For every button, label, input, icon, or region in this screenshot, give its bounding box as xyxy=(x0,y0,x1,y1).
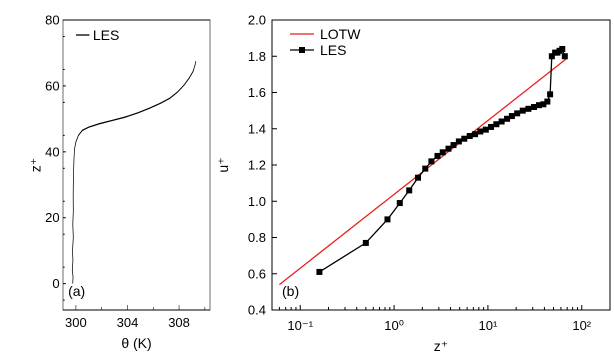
data-point xyxy=(428,158,435,165)
panel-label: (b) xyxy=(282,283,299,299)
data-point xyxy=(362,239,369,246)
y-tick-label: 0.6 xyxy=(248,266,266,281)
y-axis-label: z⁺ xyxy=(27,158,43,172)
x-tick-label: 300 xyxy=(65,315,87,330)
y-tick-label: 0 xyxy=(52,276,59,291)
data-point xyxy=(422,165,429,172)
y-tick-label: 80 xyxy=(45,13,59,28)
x-axis-label: θ (K) xyxy=(121,335,151,351)
data-point xyxy=(548,53,555,60)
data-point xyxy=(472,131,479,138)
y-tick-label: 20 xyxy=(45,210,59,225)
data-point xyxy=(519,107,526,114)
data-point xyxy=(316,268,323,275)
data-point xyxy=(547,91,554,98)
chart-panel-a: 0 20 40 60 80 300 304 308 θ (K) z⁺ (a) LES xyxy=(27,13,211,351)
data-point xyxy=(488,123,495,130)
data-point xyxy=(406,187,413,194)
data-point xyxy=(559,46,566,52)
data-point xyxy=(498,118,505,125)
data-point xyxy=(561,53,568,60)
x-tick-label: 10² xyxy=(572,318,591,333)
panel-label: (a) xyxy=(68,283,85,299)
data-point xyxy=(445,145,452,152)
x-tick-label: 10¹ xyxy=(479,318,498,333)
x-tick-label: 308 xyxy=(168,315,190,330)
y-tick-label: 0.8 xyxy=(248,230,266,245)
data-point xyxy=(466,133,473,139)
y-tick-label: 0.4 xyxy=(248,303,266,318)
y-tick-label: 60 xyxy=(45,78,59,93)
data-point xyxy=(531,104,538,110)
legend-label-les: LES xyxy=(93,27,119,43)
data-point xyxy=(544,98,551,105)
chart-panel-b: 0.4 0.6 0.8 1.0 1.2 1.4 1.6 1.8 2.0 10⁻¹ 10⁰ 10¹ 10²… xyxy=(215,13,611,354)
series-line-les xyxy=(71,60,197,284)
data-point xyxy=(477,128,484,135)
data-point xyxy=(482,126,489,133)
y-tick-label: 1.2 xyxy=(248,158,266,173)
data-point xyxy=(508,113,515,120)
data-point xyxy=(455,138,462,145)
y-tick-label: 1.6 xyxy=(248,85,266,100)
y-tick-label: 2.0 xyxy=(248,13,266,28)
y-tick-label: 40 xyxy=(45,144,59,159)
data-point xyxy=(535,102,542,109)
x-tick-label: 10⁻¹ xyxy=(287,318,313,333)
data-point xyxy=(415,174,422,181)
y-tick-label: 1.4 xyxy=(248,121,266,136)
series-line-les xyxy=(319,47,566,273)
y-tick-label: 1.8 xyxy=(248,49,266,64)
y-tick-label: 1.0 xyxy=(248,194,266,209)
data-point xyxy=(434,152,441,159)
data-point xyxy=(396,200,403,207)
data-point xyxy=(504,115,511,122)
x-axis-label: z⁺ xyxy=(434,338,448,354)
data-point xyxy=(493,121,500,128)
data-point xyxy=(514,110,521,117)
data-point xyxy=(525,105,532,112)
x-tick-label: 304 xyxy=(117,315,139,330)
data-point xyxy=(540,101,547,108)
data-point xyxy=(450,142,457,149)
legend-label-lotw: LOTW xyxy=(320,26,361,42)
data-point xyxy=(384,216,391,223)
legend-marker xyxy=(299,47,305,53)
x-tick-label: 10⁰ xyxy=(384,318,404,333)
y-axis-label: u⁺ xyxy=(215,157,231,172)
legend-label-les: LES xyxy=(320,42,346,58)
data-point xyxy=(461,135,468,142)
plot-frame xyxy=(62,19,211,311)
data-point xyxy=(439,149,446,156)
